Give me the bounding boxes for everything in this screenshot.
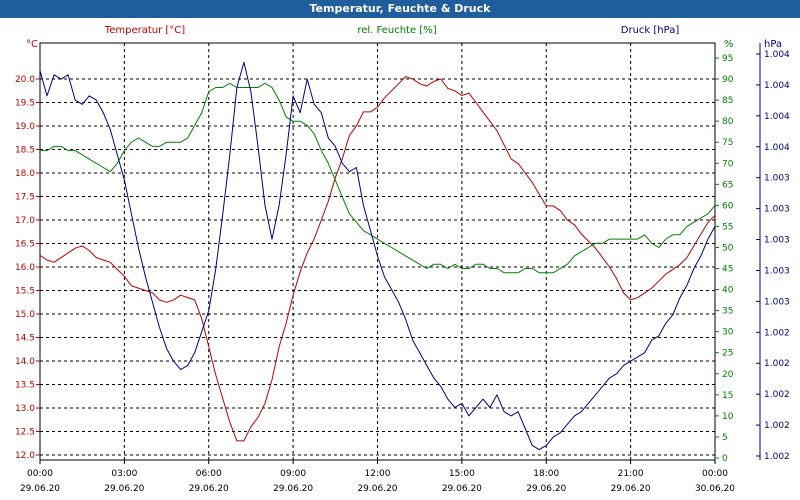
x-tick-date: 29.06.20 (104, 484, 144, 494)
chart-plot: 12.0 12.5 13.0 13.5 14.0 14.5 15.0 15.5 16.0 16.5… (15, 25, 790, 494)
humidity-tick-label: 45 (722, 265, 733, 275)
temperature-tick-label: 16.0 (15, 263, 35, 273)
temperature-tick-label: 12.0 (15, 451, 35, 461)
temperature-tick-label: 13.5 (15, 381, 35, 391)
x-tick-date: 29.06.20 (526, 484, 566, 494)
pressure-tick-label: 1.002 (764, 359, 790, 369)
x-tick-time: 06:00 (196, 469, 222, 479)
pressure-tick-label: 1.003 (764, 205, 790, 215)
temperature-axis: 12.0 12.5 13.0 13.5 14.0 14.5 15.0 15.5 16.0 16.5… (15, 75, 40, 461)
legend-temperature: Temperatur [°C] (104, 25, 185, 36)
plot-area (39, 42, 716, 461)
temperature-tick-label: 14.5 (15, 334, 35, 344)
x-tick-date: 30.06.20 (695, 484, 735, 494)
temperature-tick-label: 19.5 (15, 99, 35, 109)
time-axis: 00:00 29.06.20 03:00 29.06.20 06:00 29.06.20 0… (20, 460, 735, 494)
humidity-tick-label: 75 (722, 138, 733, 148)
temperature-tick-label: 13.0 (15, 404, 35, 414)
series-layer (39, 61, 716, 451)
humidity-tick-label: 10 (722, 412, 734, 422)
temperature-tick-label: 14.0 (15, 357, 35, 367)
window-title: Temperatur, Feuchte & Druck (0, 0, 800, 18)
humidity-tick-label: 85 (722, 96, 733, 106)
temperature-tick-label: 18.5 (15, 146, 35, 156)
temperature-tick-label: 19.0 (15, 122, 35, 132)
temperature-tick-label: 15.5 (15, 287, 35, 297)
humidity-unit-label: % (724, 39, 734, 50)
pressure-tick-label: 1.003 (764, 236, 790, 246)
x-tick-time: 00:00 (27, 469, 53, 479)
humidity-tick-label: 95 (722, 54, 733, 64)
humidity-tick-label: 70 (722, 159, 734, 169)
humidity-tick-label: 25 (722, 349, 733, 359)
pressure-axis: 1.002 1.002 1.002 1.002 1.002 1.003 1.003 1.003… (756, 43, 790, 462)
legend-humidity: rel. Feuchte [%] (357, 25, 436, 36)
temperature-tick-label: 17.5 (15, 193, 35, 203)
humidity-tick-label: 90 (722, 75, 734, 85)
humidity-tick-label: 5 (722, 433, 728, 443)
pressure-tick-label: 1.002 (764, 328, 790, 338)
pressure-tick-label: 1.002 (764, 421, 790, 431)
temperature-tick-label: 20.0 (15, 75, 35, 85)
humidity-tick-label: 40 (722, 286, 734, 296)
temperature-tick-label: 12.5 (15, 428, 35, 438)
x-tick-date: 29.06.20 (357, 484, 397, 494)
pressure-tick-label: 1.003 (764, 174, 790, 184)
legend-pressure: Druck [hPa] (621, 25, 680, 36)
humidity-tick-label: 0 (722, 454, 728, 464)
pressure-tick-label: 1.004 (764, 112, 790, 122)
series-line-temperature (39, 76, 716, 442)
temperature-tick-label: 15.0 (15, 310, 35, 320)
humidity-tick-label: 65 (722, 180, 733, 190)
pressure-tick-label: 1.002 (764, 390, 790, 400)
pressure-tick-label: 1.004 (764, 50, 790, 60)
grid-lines (40, 43, 715, 460)
pressure-tick-label: 1.004 (764, 81, 790, 91)
humidity-tick-label: 30 (722, 328, 734, 338)
x-tick-time: 18:00 (533, 469, 559, 479)
temperature-tick-label: 17.0 (15, 216, 35, 226)
temperature-tick-label: 16.5 (15, 240, 35, 250)
pressure-tick-label: 1.003 (764, 266, 790, 276)
x-tick-time: 09:00 (280, 469, 306, 479)
series-line-humidity (40, 82, 716, 274)
x-tick-time: 21:00 (618, 469, 644, 479)
humidity-axis: 0 5 10 15 20 25 30 35 40 45 50 55 60 65 70 75 80 85 90 95 (715, 54, 734, 464)
x-tick-time: 03:00 (111, 469, 137, 479)
humidity-tick-label: 80 (722, 117, 734, 127)
x-tick-date: 29.06.20 (20, 484, 60, 494)
x-tick-date: 29.06.20 (442, 484, 482, 494)
series-line-pressure (39, 61, 716, 451)
x-tick-time: 15:00 (449, 469, 475, 479)
temperature-tick-label: 18.0 (15, 169, 35, 179)
pressure-unit-label: hPa (764, 39, 782, 50)
humidity-tick-label: 20 (722, 370, 734, 380)
humidity-tick-label: 35 (722, 307, 733, 317)
humidity-tick-label: 55 (722, 222, 733, 232)
x-tick-date: 29.06.20 (189, 484, 229, 494)
temperature-unit-label: °C (26, 39, 38, 50)
x-tick-date: 29.06.20 (273, 484, 313, 494)
pressure-tick-label: 1.002 (764, 452, 790, 462)
x-tick-time: 00:00 (702, 469, 728, 479)
pressure-tick-label: 1.003 (764, 297, 790, 307)
humidity-tick-label: 15 (722, 391, 733, 401)
x-tick-date: 29.06.20 (611, 484, 651, 494)
humidity-tick-label: 60 (722, 201, 734, 211)
pressure-tick-label: 1.004 (764, 143, 790, 153)
x-tick-time: 12:00 (365, 469, 391, 479)
humidity-tick-label: 50 (722, 243, 734, 253)
